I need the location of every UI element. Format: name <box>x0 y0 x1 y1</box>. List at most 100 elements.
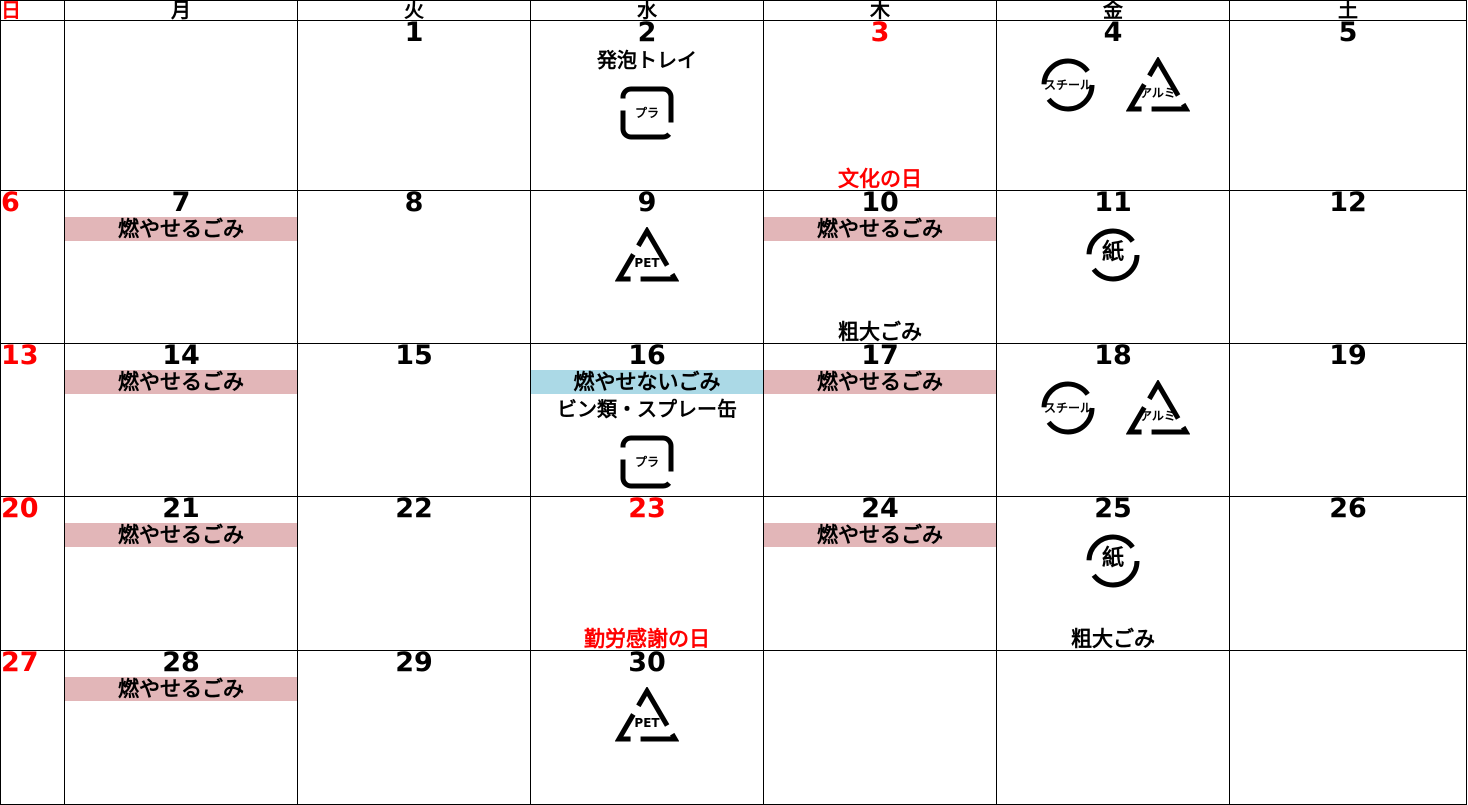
day-cell: 2 発泡トレイプラ <box>530 20 764 191</box>
holiday-name: 文化の日 <box>838 167 922 191</box>
day-cell: 10 燃やせるごみ 粗大ごみ <box>763 190 997 344</box>
day-number: 11 <box>1094 190 1132 218</box>
day-cell <box>64 20 298 191</box>
note: ビン類・スプレー缶 <box>557 397 737 421</box>
recycle-icon: アルミ <box>1126 380 1190 435</box>
day-cell: 28 燃やせるごみ <box>64 650 298 805</box>
day-cell: 4 スチールアルミ <box>996 20 1230 191</box>
day-cell: 27 <box>0 650 65 805</box>
day-cell: 12 <box>1229 190 1467 344</box>
icon-row: プラ <box>615 434 679 490</box>
day-cell: 7 燃やせるごみ <box>64 190 298 344</box>
day-cell: 30 PET <box>530 650 764 805</box>
collection-tag: 燃やせるごみ <box>764 370 996 394</box>
icon-shape <box>1126 380 1190 435</box>
recycle-icon: スチール <box>1041 58 1095 112</box>
recycle-icon: アルミ <box>1126 57 1190 112</box>
day-number: 19 <box>1329 343 1367 371</box>
icon-row: スチールアルミ <box>1036 57 1190 113</box>
day-number: 7 <box>171 190 191 218</box>
icon-shape <box>1086 534 1140 588</box>
icon-label: 紙 <box>1102 239 1124 265</box>
day-number: 17 <box>861 343 899 371</box>
holiday-name: 勤労感謝の日 <box>584 627 710 651</box>
day-number: 28 <box>162 650 200 678</box>
day-cell <box>0 20 65 191</box>
icon-row: 紙 <box>1081 227 1145 283</box>
weekday-label: 水 <box>637 0 657 21</box>
recycle-icon: PET <box>615 227 679 282</box>
day-cell: 9 PET <box>530 190 764 344</box>
recycle-icon: プラ <box>620 86 674 140</box>
icon-label: プラ <box>635 454 659 469</box>
day-cell: 15 <box>297 343 531 497</box>
day-number: 14 <box>162 343 200 371</box>
day-number: 16 <box>628 343 666 371</box>
day-number: 27 <box>1 650 39 678</box>
day-number: 5 <box>1338 20 1358 48</box>
weekday-label: 金 <box>1103 0 1123 21</box>
icon-label: アルミ <box>1140 86 1176 100</box>
icon-shape <box>615 227 679 282</box>
day-cell: 18 スチール アルミ <box>996 343 1230 497</box>
day-number: 30 <box>628 650 666 678</box>
day-number: 1 <box>404 20 424 48</box>
weekday-header: 日 <box>0 0 65 21</box>
weekday-header: 金 <box>996 0 1230 21</box>
day-cell: 11 紙 <box>996 190 1230 344</box>
day-cell: 20 <box>0 496 65 651</box>
footer-note: 粗大ごみ <box>1071 627 1155 651</box>
weekday-header: 木 <box>763 0 997 21</box>
day-number: 9 <box>637 190 657 218</box>
day-cell: 3 文化の日 <box>763 20 997 191</box>
day-cell: 17 燃やせるごみ <box>763 343 997 497</box>
collection-tag: 燃やせるごみ <box>764 217 996 241</box>
weekday-header: 月 <box>64 0 298 21</box>
day-cell: 6 <box>0 190 65 344</box>
footer-note: 粗大ごみ <box>838 320 922 344</box>
weekday-label: 日 <box>1 0 21 21</box>
recycle-icon: PET <box>615 687 679 742</box>
day-number: 24 <box>861 496 899 524</box>
day-number: 8 <box>404 190 424 218</box>
icon-label: 紙 <box>1102 545 1124 571</box>
recycle-icon: 紙 <box>1086 534 1140 588</box>
day-number: 12 <box>1329 190 1367 218</box>
day-number: 2 <box>637 20 657 48</box>
icon-label: PET <box>634 716 660 730</box>
weekday-label: 月 <box>171 0 191 21</box>
recycle-icon: 紙 <box>1086 228 1140 282</box>
icon-label: スチール <box>1044 78 1092 92</box>
collection-tag: 燃やせるごみ <box>65 217 297 241</box>
day-number: 21 <box>162 496 200 524</box>
day-number: 13 <box>1 343 39 371</box>
weekday-label: 火 <box>404 0 424 21</box>
icon-row: 紙 <box>1081 533 1145 589</box>
day-cell: 26 <box>1229 496 1467 651</box>
collection-tag: 燃やせるごみ <box>65 523 297 547</box>
day-cell <box>763 650 997 805</box>
day-cell: 23 勤労感謝の日 <box>530 496 764 651</box>
recycle-icon: スチール <box>1041 381 1095 435</box>
icon-label: プラ <box>635 105 659 120</box>
icon-shape <box>620 86 674 140</box>
day-cell: 8 <box>297 190 531 344</box>
day-number: 10 <box>861 190 899 218</box>
day-number: 20 <box>1 496 39 524</box>
collection-tag: 燃やせるごみ <box>764 523 996 547</box>
weekday-label: 土 <box>1338 0 1358 21</box>
day-number: 23 <box>628 496 666 524</box>
recycle-icon: プラ <box>620 435 674 489</box>
note: 発泡トレイ <box>597 48 697 72</box>
day-cell: 29 <box>297 650 531 805</box>
collection-tag: 燃やせるごみ <box>65 677 297 701</box>
weekday-header: 水 <box>530 0 764 21</box>
day-cell: 22 <box>297 496 531 651</box>
day-number: 4 <box>1103 20 1123 48</box>
icon-label: スチール <box>1044 401 1092 415</box>
day-cell: 25 紙粗大ごみ <box>996 496 1230 651</box>
day-cell: 14 燃やせるごみ <box>64 343 298 497</box>
icon-shape <box>615 687 679 742</box>
icon-shape <box>1041 58 1095 112</box>
